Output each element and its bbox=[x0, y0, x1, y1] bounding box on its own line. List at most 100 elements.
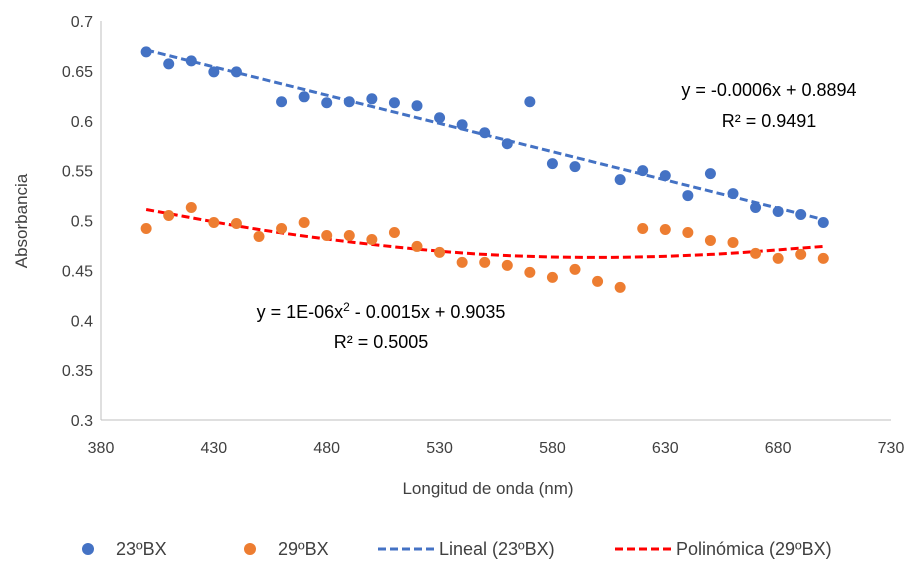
y-axis-title: Absorbancia bbox=[12, 173, 31, 268]
point-29bx bbox=[411, 240, 423, 252]
y-tick-label: 0.65 bbox=[62, 64, 93, 81]
point-29bx bbox=[795, 248, 807, 260]
y-tick-label: 0.5 bbox=[71, 214, 93, 231]
point-29bx bbox=[321, 229, 333, 241]
point-29bx bbox=[727, 236, 739, 248]
legend-label-polinomica: Polinómica (29ºBX) bbox=[676, 539, 832, 559]
point-29bx bbox=[388, 226, 400, 238]
x-tick-label: 430 bbox=[201, 440, 228, 457]
point-23bx bbox=[411, 100, 423, 112]
point-23bx bbox=[546, 158, 558, 170]
point-23bx bbox=[388, 97, 400, 109]
point-29bx bbox=[163, 210, 175, 222]
point-23bx bbox=[343, 96, 355, 108]
legend-label-29bx: 29ºBX bbox=[278, 539, 329, 559]
point-29bx bbox=[637, 222, 649, 234]
point-23bx bbox=[456, 119, 468, 131]
legend-label-23bx: 23ºBX bbox=[116, 539, 167, 559]
point-23bx bbox=[321, 97, 333, 109]
legend-item-23bx: 23ºBX bbox=[82, 539, 167, 559]
point-29bx bbox=[592, 275, 604, 287]
point-29bx bbox=[366, 233, 378, 245]
point-23bx bbox=[682, 190, 694, 202]
equation-linear: y = -0.0006x + 0.8894 R² = 0.9491 bbox=[681, 80, 856, 131]
point-29bx bbox=[253, 230, 265, 242]
point-23bx bbox=[704, 168, 716, 180]
equation-polynomial-text: y = 1E-06x2 - 0.0015x + 0.9035 bbox=[257, 300, 506, 322]
y-tick-label: 0.7 bbox=[71, 14, 93, 31]
point-23bx bbox=[637, 165, 649, 177]
legend-item-lineal: Lineal (23ºBX) bbox=[378, 539, 555, 559]
point-29bx bbox=[614, 281, 626, 293]
point-29bx bbox=[772, 252, 784, 264]
point-23bx bbox=[276, 96, 288, 108]
point-23bx bbox=[434, 112, 446, 124]
point-29bx bbox=[479, 256, 491, 268]
point-29bx bbox=[546, 271, 558, 283]
point-23bx bbox=[479, 127, 491, 139]
point-29bx bbox=[569, 263, 581, 275]
legend: 23ºBX 29ºBX Lineal (23ºBX) Polinómica (2… bbox=[82, 539, 832, 559]
point-23bx bbox=[569, 161, 581, 173]
legend-item-29bx: 29ºBX bbox=[244, 539, 329, 559]
legend-item-polinomica: Polinómica (29ºBX) bbox=[615, 539, 832, 559]
y-tick-label: 0.45 bbox=[62, 263, 93, 280]
x-tick-label: 380 bbox=[88, 440, 115, 457]
point-29bx bbox=[185, 202, 197, 214]
x-tick-label: 630 bbox=[652, 440, 679, 457]
point-23bx bbox=[208, 66, 220, 78]
point-29bx bbox=[140, 222, 152, 234]
point-23bx bbox=[772, 206, 784, 218]
y-tick-label: 0.55 bbox=[62, 164, 93, 181]
equation-polynomial-exponent: 2 bbox=[343, 300, 350, 314]
point-29bx bbox=[704, 234, 716, 246]
point-23bx bbox=[614, 174, 626, 186]
point-23bx bbox=[298, 91, 310, 103]
y-tick-label: 0.6 bbox=[71, 114, 93, 131]
point-29bx bbox=[524, 266, 536, 278]
point-23bx bbox=[163, 58, 175, 70]
point-23bx bbox=[230, 66, 242, 78]
equation-polynomial: y = 1E-06x2 - 0.0015x + 0.9035 R² = 0.50… bbox=[257, 300, 506, 352]
point-29bx bbox=[276, 222, 288, 234]
point-23bx bbox=[750, 202, 762, 214]
r2-polynomial-text: R² = 0.5005 bbox=[334, 332, 429, 352]
x-axis-title: Longitud de onda (nm) bbox=[402, 479, 573, 498]
trendline-polynomial bbox=[145, 208, 824, 259]
data-points bbox=[140, 46, 829, 293]
point-29bx bbox=[750, 247, 762, 259]
x-tick-label: 480 bbox=[313, 440, 340, 457]
axes bbox=[100, 21, 891, 421]
point-29bx bbox=[434, 246, 446, 258]
point-29bx bbox=[659, 223, 671, 235]
equation-linear-text: y = -0.0006x + 0.8894 bbox=[681, 80, 856, 100]
y-tick-labels: 0.3 0.35 0.4 0.45 0.5 0.55 0.6 0.65 0.7 bbox=[62, 14, 93, 430]
point-29bx bbox=[343, 229, 355, 241]
point-23bx bbox=[501, 138, 513, 150]
y-tick-label: 0.3 bbox=[71, 413, 93, 430]
point-29bx bbox=[230, 217, 242, 229]
equation-polynomial-suffix: - 0.0015x + 0.9035 bbox=[350, 302, 506, 322]
legend-marker-29bx bbox=[244, 543, 256, 555]
point-29bx bbox=[456, 256, 468, 268]
r2-linear-text: R² = 0.9491 bbox=[722, 111, 817, 131]
equation-polynomial-prefix: y = 1E-06x bbox=[257, 302, 344, 322]
point-23bx bbox=[185, 55, 197, 67]
x-tick-label: 730 bbox=[878, 440, 905, 457]
point-23bx bbox=[366, 93, 378, 105]
point-23bx bbox=[524, 96, 536, 108]
x-tick-labels: 380 430 480 530 580 630 680 730 bbox=[88, 440, 905, 457]
point-29bx bbox=[298, 216, 310, 228]
point-23bx bbox=[727, 188, 739, 200]
point-29bx bbox=[501, 259, 513, 271]
x-tick-label: 530 bbox=[426, 440, 453, 457]
x-tick-label: 680 bbox=[765, 440, 792, 457]
point-29bx bbox=[682, 226, 694, 238]
legend-marker-23bx bbox=[82, 543, 94, 555]
y-tick-label: 0.4 bbox=[71, 313, 93, 330]
point-29bx bbox=[817, 252, 829, 264]
point-23bx bbox=[817, 216, 829, 228]
point-23bx bbox=[140, 46, 152, 58]
point-23bx bbox=[659, 170, 671, 182]
